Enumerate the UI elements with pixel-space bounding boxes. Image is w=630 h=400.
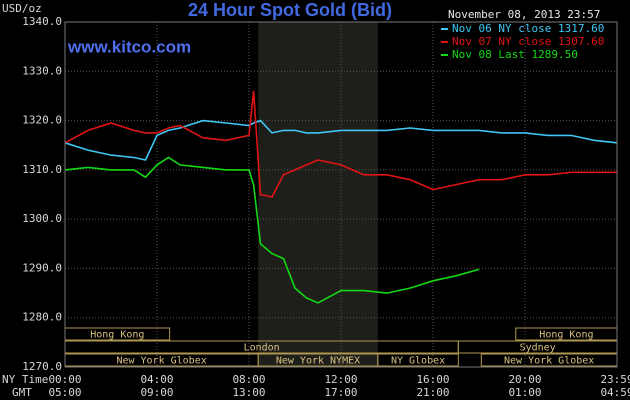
y-tick-label: 1310.0 (22, 163, 62, 176)
x-tick-label: 16:00 (416, 373, 449, 386)
x-tick-label-gmt: 09:00 (140, 386, 173, 399)
x-tick-label: 12:00 (324, 373, 357, 386)
x-tick-label-gmt: 21:00 (416, 386, 449, 399)
y-label: USD/oz (2, 2, 42, 15)
x-tick-label-gmt: 13:00 (232, 386, 265, 399)
session-box (377, 353, 459, 367)
shade (258, 22, 378, 367)
x-tick-label: 04:00 (140, 373, 173, 386)
series-line (64, 156, 480, 304)
y-tick-label: 1340.0 (22, 15, 62, 28)
x-tick-label: 08:00 (232, 373, 265, 386)
x-row-label: GMT (12, 386, 32, 399)
series-line (64, 119, 618, 161)
y-tick-label: 1280.0 (22, 311, 62, 324)
x-tick-label: 23:59 (600, 373, 630, 386)
x-tick-label-gmt: 05:00 (48, 386, 81, 399)
session-label: New York Globex (504, 356, 594, 367)
source: www.kitco.com (67, 37, 191, 56)
y-tick-label: 1290.0 (22, 261, 62, 274)
x-tick-label-gmt: 01:00 (508, 386, 541, 399)
x-tick-label-gmt: 17:00 (324, 386, 357, 399)
x-tick-label: 20:00 (508, 373, 541, 386)
series-line (64, 90, 617, 198)
y-tick-label: 1300.0 (22, 212, 62, 225)
y-tick-label: 1320.0 (22, 114, 62, 127)
y-tick-label: 1270.0 (22, 360, 62, 373)
plot-frame (64, 21, 618, 368)
session-label: NY Globex (391, 356, 445, 367)
chart-title: 24 Hour Spot Gold (Bid) (188, 0, 392, 20)
timestamp: November 08, 2013 23:57 (448, 8, 600, 21)
session-label: Hong Kong (90, 330, 144, 341)
session-label: New York Globex (116, 356, 206, 367)
session-label: New York NYMEX (276, 356, 360, 367)
legend-label: Nov 06 NY close 1317.60 (452, 22, 604, 35)
x-row-label: NY Time (2, 373, 48, 386)
session-label: Sydney (520, 343, 556, 354)
x-tick-label-gmt: 04:59 (600, 386, 630, 399)
session-label: London (244, 343, 280, 354)
session-label: Hong Kong (539, 330, 593, 341)
legend-label: Nov 08 Last 1289.50 (452, 48, 578, 61)
legend-label: Nov 07 NY close 1307.60 (452, 35, 604, 48)
y-tick-label: 1330.0 (22, 64, 62, 77)
x-tick-label: 00:00 (48, 373, 81, 386)
